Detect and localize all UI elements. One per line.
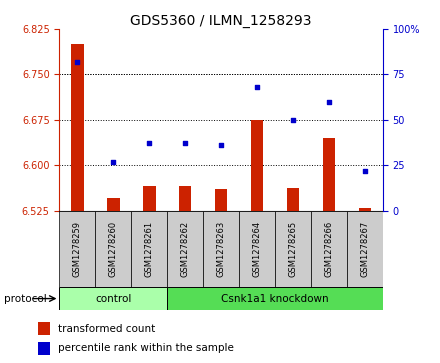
- Bar: [38, 322, 50, 335]
- Text: GSM1278261: GSM1278261: [145, 221, 154, 277]
- Point: [146, 140, 153, 146]
- Point: [326, 99, 333, 105]
- Text: GSM1278259: GSM1278259: [73, 221, 82, 277]
- Point: [74, 59, 81, 65]
- Bar: [179, 186, 191, 211]
- Bar: [59, 287, 167, 310]
- Bar: [359, 208, 371, 211]
- Bar: [71, 44, 84, 211]
- Point: [110, 159, 117, 164]
- Title: GDS5360 / ILMN_1258293: GDS5360 / ILMN_1258293: [130, 14, 312, 28]
- Point: [253, 84, 260, 90]
- Point: [218, 142, 225, 148]
- Bar: [311, 211, 347, 287]
- Bar: [203, 211, 239, 287]
- Bar: [167, 211, 203, 287]
- Bar: [59, 211, 95, 287]
- Text: GSM1278264: GSM1278264: [253, 221, 261, 277]
- Bar: [239, 211, 275, 287]
- Text: GSM1278260: GSM1278260: [109, 221, 118, 277]
- Text: GSM1278262: GSM1278262: [181, 221, 190, 277]
- Point: [182, 140, 189, 146]
- Bar: [287, 188, 299, 211]
- Text: GSM1278265: GSM1278265: [289, 221, 297, 277]
- Text: GSM1278266: GSM1278266: [324, 221, 334, 277]
- Text: control: control: [95, 294, 132, 303]
- Text: percentile rank within the sample: percentile rank within the sample: [59, 343, 235, 354]
- Bar: [131, 211, 167, 287]
- Text: Csnk1a1 knockdown: Csnk1a1 knockdown: [221, 294, 329, 303]
- Bar: [275, 211, 311, 287]
- Bar: [167, 287, 383, 310]
- Bar: [38, 342, 50, 355]
- Bar: [347, 211, 383, 287]
- Text: transformed count: transformed count: [59, 324, 156, 334]
- Bar: [143, 186, 155, 211]
- Bar: [95, 211, 131, 287]
- Text: GSM1278263: GSM1278263: [216, 221, 226, 277]
- Bar: [251, 120, 263, 211]
- Bar: [107, 199, 120, 211]
- Text: GSM1278267: GSM1278267: [360, 221, 369, 277]
- Point: [361, 168, 368, 174]
- Point: [290, 117, 297, 123]
- Bar: [215, 189, 227, 211]
- Text: protocol: protocol: [4, 294, 47, 303]
- Bar: [323, 138, 335, 211]
